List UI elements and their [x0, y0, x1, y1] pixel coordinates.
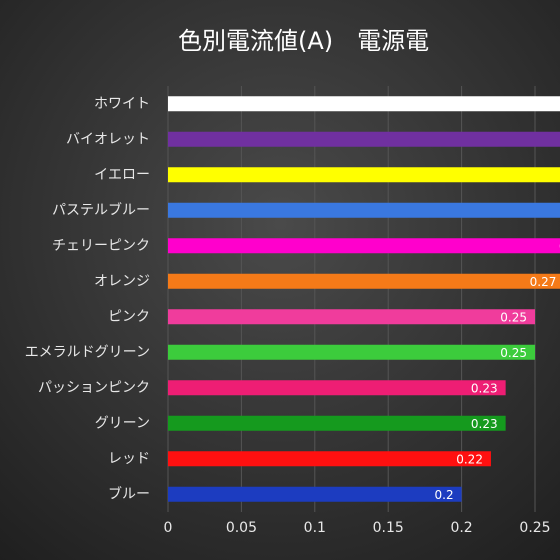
y-tick-label: ブルー: [108, 485, 150, 502]
y-tick-label: パステルブルー: [52, 201, 150, 218]
y-tick-label: ピンク: [108, 309, 150, 325]
y-tick-label: ホワイト: [94, 96, 150, 112]
y-tick-label: バイオレット: [66, 131, 150, 147]
chart-title: 色別電流値(A) 電源電: [178, 27, 429, 55]
bar: [168, 309, 535, 325]
bar: [168, 167, 560, 183]
value-label: 0.27: [530, 275, 557, 289]
value-label: 0.23: [471, 417, 498, 431]
bar: [168, 96, 560, 112]
value-label: 0.25: [500, 310, 527, 324]
bar: [168, 131, 560, 147]
y-tick-label: グリーン: [95, 415, 150, 431]
bar: [168, 238, 560, 254]
y-tick-label: レッド: [108, 451, 150, 467]
bar: [168, 202, 560, 218]
y-tick-label: エメラルドグリーン: [25, 344, 150, 360]
bar: [168, 415, 506, 431]
x-tick-label: 0.2: [450, 520, 472, 536]
x-tick-label: 0.25: [519, 520, 550, 536]
bar: [168, 451, 491, 467]
bar: [168, 273, 560, 289]
x-tick-label: 0.1: [304, 520, 326, 536]
x-tick-label: 0: [164, 520, 173, 536]
value-label: 0.22: [456, 452, 483, 466]
y-tick-label: オレンジ: [94, 273, 150, 289]
bar: [168, 380, 506, 396]
bar: [168, 486, 462, 502]
value-label: 0.23: [471, 381, 498, 395]
value-label: 0.2: [435, 488, 454, 502]
bar: [168, 344, 535, 360]
value-label: 0.25: [500, 346, 527, 360]
y-tick-label: チェリーピンク: [52, 238, 150, 254]
y-tick-label: イエロー: [94, 167, 150, 183]
x-tick-label: 0.05: [226, 520, 257, 536]
y-tick-label: パッションピンク: [38, 380, 150, 396]
x-tick-label: 0.15: [373, 520, 404, 536]
